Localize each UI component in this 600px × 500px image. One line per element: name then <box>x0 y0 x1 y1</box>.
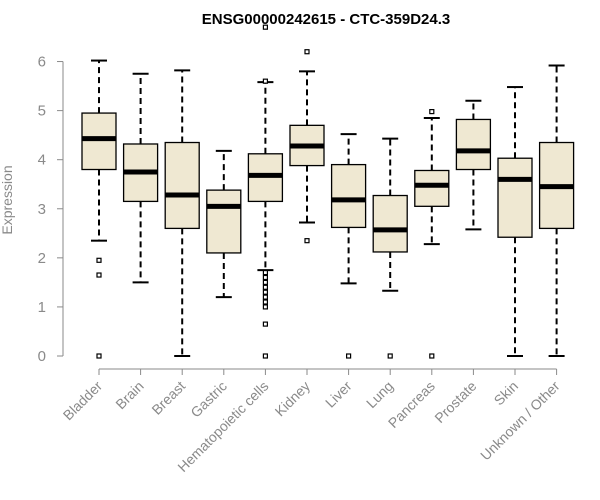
box-hematopoietic-cells <box>247 24 284 359</box>
box-bladder <box>81 59 117 359</box>
iqr-box <box>81 112 117 171</box>
iqr-box <box>330 163 367 229</box>
outlier-point <box>262 284 268 290</box>
box-gastric <box>206 149 242 299</box>
x-tick-label: Prostate <box>431 378 479 426</box>
y-tick-label: 3 <box>38 201 46 218</box>
box-kidney <box>289 49 325 244</box>
outlier-point <box>262 269 268 276</box>
chart-title: ENSG00000242615 - CTC-359D24.3 <box>202 11 450 28</box>
x-tick-label: Breast <box>148 378 188 418</box>
box-lung <box>372 137 408 359</box>
box-unknown-other <box>538 64 575 357</box>
x-tick-label: Brain <box>112 378 146 412</box>
x-tick-label: Liver <box>322 378 355 411</box>
x-tick-label: Skin <box>491 378 522 409</box>
iqr-box <box>497 157 533 238</box>
outlier-point <box>262 78 268 84</box>
box-pancreas <box>414 108 450 359</box>
outlier-point <box>262 353 268 359</box>
x-tick-label: Kidney <box>272 378 314 420</box>
outlier-point <box>262 279 268 285</box>
y-tick-label: 2 <box>38 250 46 267</box>
x-tick-label: Unknown / Other <box>477 378 563 464</box>
outlier-point <box>262 294 268 300</box>
x-tick-label: Lung <box>363 378 396 411</box>
y-axis-label: Expression <box>0 165 15 234</box>
box-brain <box>122 72 159 284</box>
outlier-point <box>96 272 102 278</box>
y-tick-label: 1 <box>38 299 46 316</box>
outlier-point <box>262 24 268 30</box>
outlier-point <box>96 353 102 359</box>
box-breast <box>164 69 200 357</box>
outlier-point <box>346 353 352 359</box>
outlier-point <box>429 353 435 359</box>
y-axis: 0 1 2 3 4 5 6 <box>38 54 64 365</box>
outlier-point <box>304 49 310 55</box>
outlier-point <box>387 353 393 359</box>
iqr-box <box>206 189 242 254</box>
outlier-point <box>429 108 435 115</box>
box-group <box>81 24 575 359</box>
iqr-box <box>414 169 450 207</box>
box-prostate <box>455 99 492 231</box>
outlier-point <box>262 304 268 310</box>
y-tick-label: 4 <box>38 152 46 169</box>
iqr-box <box>455 118 492 171</box>
outlier-point <box>262 289 268 295</box>
x-tick-label: Bladder <box>60 378 106 424</box>
outlier-point <box>304 238 310 244</box>
iqr-box <box>164 141 200 230</box>
outlier-point <box>262 321 268 327</box>
outlier-point <box>96 257 102 263</box>
iqr-box <box>372 194 408 253</box>
y-tick-label: 0 <box>38 348 46 365</box>
outlier-point <box>262 299 268 305</box>
box-liver <box>330 133 367 359</box>
box-skin <box>497 86 533 357</box>
y-tick-label: 6 <box>38 54 46 71</box>
y-tick-label: 5 <box>38 103 46 120</box>
outlier-point <box>262 274 268 281</box>
